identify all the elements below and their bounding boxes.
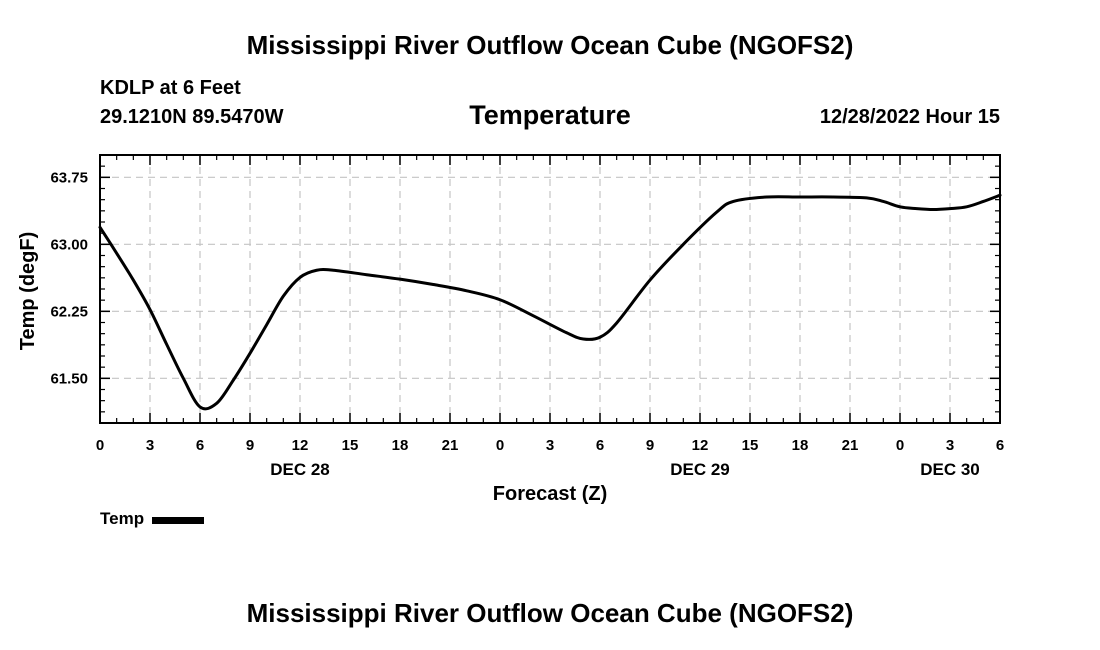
legend-line-swatch — [152, 517, 205, 524]
legend-label: Temp — [100, 509, 145, 528]
x-tick-label: 3 — [946, 437, 954, 454]
y-tick-label: 63.75 — [50, 169, 88, 186]
plot-frame — [99, 154, 1001, 424]
x-tick-label: 0 — [896, 437, 904, 454]
x-tick-label: 0 — [96, 437, 104, 454]
station-name: KDLP at 6 Feet — [100, 77, 241, 99]
x-tick-label: 6 — [196, 437, 204, 454]
series-line-temp — [98, 193, 1002, 411]
station-coordinates: 29.1210N 89.5470W — [100, 106, 284, 128]
x-axis-label: Forecast (Z) — [493, 483, 607, 505]
x-tick-label: 3 — [146, 437, 154, 454]
footer-title: Mississippi River Outflow Ocean Cube (NG… — [246, 598, 854, 628]
x-tick-label: 18 — [792, 437, 809, 454]
x-tick-label: 18 — [392, 437, 409, 454]
x-tick-label: 15 — [742, 437, 759, 454]
y-axis-label: Temp (degF) — [17, 232, 39, 351]
x-tick-label: 3 — [546, 437, 554, 454]
legend: Temp — [100, 509, 205, 529]
x-tick-label: 6 — [596, 437, 604, 454]
date-label: DEC 29 — [670, 460, 730, 479]
forecast-run-time: 12/28/2022 Hour 15 — [819, 106, 1000, 128]
y-tick-label: 62.25 — [50, 303, 88, 320]
chart-title: Temperature — [469, 100, 631, 130]
x-tick-label: 6 — [996, 437, 1004, 454]
x-tick-label: 0 — [496, 437, 504, 454]
x-tick-label: 15 — [342, 437, 359, 454]
x-tick-label: 12 — [292, 437, 309, 454]
y-tick-label: 61.50 — [50, 370, 88, 387]
x-tick-label: 21 — [442, 437, 459, 454]
x-tick-label: 9 — [646, 437, 654, 454]
page-title: Mississippi River Outflow Ocean Cube (NG… — [246, 30, 854, 60]
x-tick-label: 21 — [842, 437, 859, 454]
x-tick-label: 9 — [246, 437, 254, 454]
date-label: DEC 30 — [920, 460, 980, 479]
x-tick-label: 12 — [692, 437, 709, 454]
date-label: DEC 28 — [270, 460, 330, 479]
y-tick-label: 63.00 — [50, 236, 88, 253]
